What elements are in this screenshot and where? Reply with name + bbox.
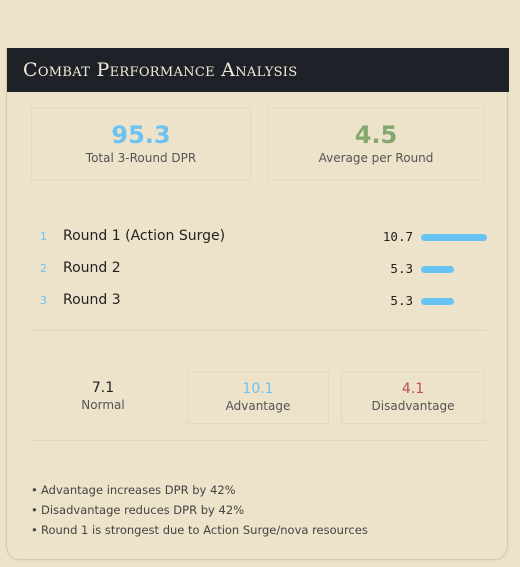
total-dpr-card: 95.3 Total 3-Round DPR: [31, 108, 251, 180]
combat-performance-panel: Combat Performance Analysis 95.3 Total 3…: [6, 48, 509, 560]
round-label: Round 3: [63, 292, 121, 308]
section-divider: [31, 330, 487, 331]
round-label: Round 2: [63, 260, 121, 276]
round-dpr-value: 5.3: [390, 261, 413, 276]
bullet-icon: •: [31, 483, 38, 497]
advantage-dpr-label: Advantage: [225, 399, 291, 413]
round-bar-track: [421, 234, 487, 241]
normal-dpr-label: Normal: [81, 398, 125, 412]
panel-title: Combat Performance Analysis: [23, 59, 298, 81]
round-dpr-bar: [421, 266, 454, 273]
round-row: 2 Round 2 5.3: [31, 254, 487, 286]
normal-dpr-value: 7.1: [91, 380, 115, 396]
note-text: Disadvantage reduces DPR by 42%: [41, 503, 245, 517]
bullet-icon: •: [31, 523, 38, 537]
round-number: 3: [40, 294, 47, 307]
total-dpr-label: Total 3-Round DPR: [85, 151, 197, 165]
round-dpr-bar: [421, 298, 454, 305]
round-dpr-bar: [421, 234, 487, 241]
note-text: Round 1 is strongest due to Action Surge…: [41, 523, 368, 537]
panel-header: Combat Performance Analysis: [7, 48, 509, 92]
average-dpr-value: 4.5: [354, 121, 398, 149]
average-dpr-card: 4.5 Average per Round: [267, 108, 485, 180]
round-row: 1 Round 1 (Action Surge) 10.7: [31, 222, 487, 254]
total-dpr-value: 95.3: [111, 121, 171, 149]
note-text: Advantage increases DPR by 42%: [41, 483, 236, 497]
section-divider: [31, 440, 487, 441]
round-label: Round 1 (Action Surge): [63, 228, 226, 244]
bullet-icon: •: [31, 503, 38, 517]
notes-list: • Advantage increases DPR by 42% • Disadva…: [31, 480, 487, 540]
round-row: 3 Round 3 5.3: [31, 286, 487, 318]
round-list: 1 Round 1 (Action Surge) 10.7 2 Round 2 …: [31, 222, 487, 318]
average-dpr-label: Average per Round: [318, 151, 434, 165]
round-number: 1: [40, 230, 47, 243]
round-dpr-value: 5.3: [390, 293, 413, 308]
round-number: 2: [40, 262, 47, 275]
advantage-dpr-card: 10.1 Advantage: [187, 372, 329, 424]
note-item: • Advantage increases DPR by 42%: [31, 480, 487, 500]
round-bar-track: [421, 266, 487, 273]
round-bar-track: [421, 298, 487, 305]
advantage-dpr-value: 10.1: [242, 381, 274, 397]
note-item: • Round 1 is strongest due to Action Surg…: [31, 520, 487, 540]
disadvantage-dpr-label: Disadvantage: [371, 399, 455, 413]
disadvantage-dpr-card: 4.1 Disadvantage: [341, 372, 485, 424]
disadvantage-dpr-value: 4.1: [401, 381, 425, 397]
normal-dpr-card: 7.1 Normal: [31, 372, 175, 424]
note-item: • Disadvantage reduces DPR by 42%: [31, 500, 487, 520]
round-dpr-value: 10.7: [382, 229, 413, 244]
